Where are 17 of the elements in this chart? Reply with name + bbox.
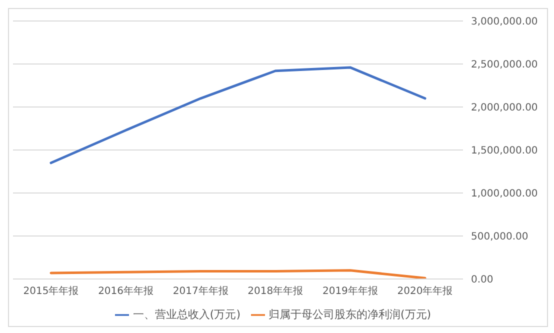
y-tick-label: 1,500,000.00	[471, 146, 538, 157]
x-tick-label: 2018年年报	[248, 285, 304, 298]
y-tick-label: 2,000,000.00	[471, 102, 538, 114]
y-tick-label: 2,500,000.00	[471, 60, 538, 71]
y-tick-label: 1,000,000.00	[471, 188, 538, 200]
x-tick-label: 2017年年报	[172, 285, 228, 298]
x-tick-label: 2020年年报	[397, 285, 453, 298]
line-series	[50, 269, 426, 279]
legend-label: 一、营业总收入(万元)	[132, 308, 240, 321]
x-tick-label: 2015年年报	[23, 285, 79, 298]
line-series	[50, 66, 426, 164]
x-tick-label: 2016年年报	[98, 285, 154, 298]
y-tick-label: 3,000,000.00	[471, 16, 538, 28]
y-tick-label: 0.00	[471, 274, 494, 286]
y-tick-label: 500,000.00	[471, 232, 528, 243]
legend-label: 归属于母公司股东的净利润(万元)	[268, 308, 432, 321]
x-tick-label: 2019年年报	[322, 285, 378, 298]
